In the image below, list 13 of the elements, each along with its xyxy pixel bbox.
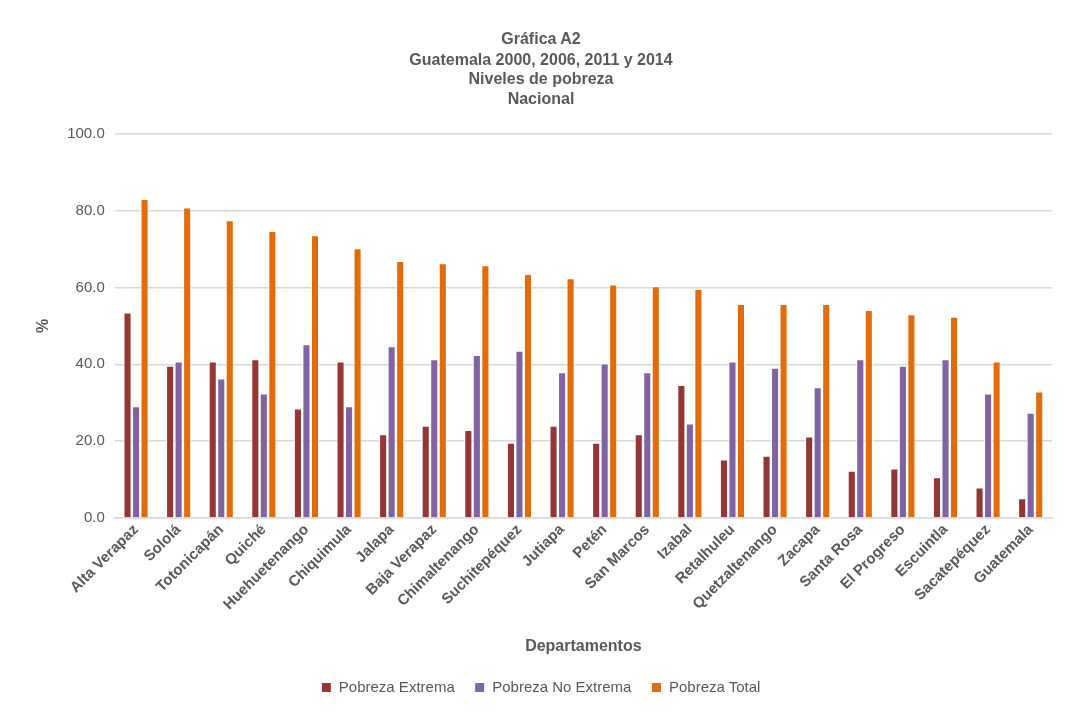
- chart-subtitle: Guatemala 2000, 2006, 2011 y 2014 Niveles de pobreza Nacional: [409, 51, 673, 107]
- y-axis-title: %: [34, 318, 52, 333]
- y-tick-label: 60.0: [75, 277, 105, 295]
- chart-title: Gráfica A2: [501, 30, 581, 48]
- y-tick-label: 80.0: [75, 200, 105, 218]
- legend-label: Pobreza Total: [668, 677, 761, 695]
- y-tick-label: 40.0: [75, 354, 105, 372]
- y-tick-label: 0.0: [83, 508, 105, 526]
- y-tick-label: 100.0: [67, 123, 105, 141]
- x-axis-title: Departamentos: [525, 636, 642, 654]
- legend-label: Pobreza Extrema: [338, 677, 456, 695]
- legend-label: Pobreza No Extrema: [492, 677, 633, 695]
- y-tick-label: 20.0: [75, 431, 105, 449]
